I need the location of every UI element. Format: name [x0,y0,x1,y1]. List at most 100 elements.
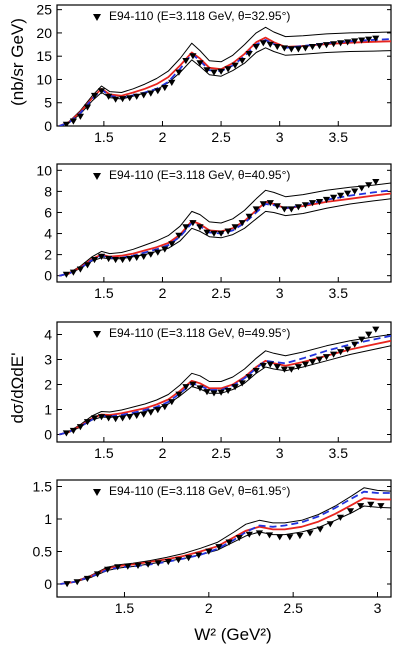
data-point [196,224,204,231]
data-point [357,503,365,510]
y-tick-label: 0.5 [33,544,53,560]
data-point [105,255,113,263]
curves [58,26,391,126]
data-point [294,46,302,53]
y-tick-label: 2 [44,377,52,393]
curves [60,487,391,588]
data-point [296,533,304,540]
data-point [154,560,162,567]
data-point [175,232,183,239]
data-point [205,548,213,555]
data-point [62,430,70,437]
data-point [273,203,281,210]
data-point [175,69,183,76]
x-tick-label: 3.5 [329,285,349,301]
data-point [144,561,152,568]
y-tick-label: 15 [36,48,52,64]
data-point [238,58,246,65]
x-tick-label: 3 [374,600,382,616]
data-point [344,346,352,353]
legend-label: E94-110 (E=3.118 GeV, θ=49.95°) [109,326,290,340]
x-tick-label: 1.5 [94,285,114,301]
data-point [210,230,218,237]
data-point [164,559,172,566]
data-point [231,224,239,231]
data-point [365,36,373,43]
data-point [97,88,106,95]
data-point [273,364,281,371]
panel-theta-32-95: 1.5 2 2.5 3 3.5 0 5 10 15 20 25 E94-110 (E=3.118 Ge… [36,2,392,145]
data-point [154,407,162,414]
data-point [280,45,288,52]
data-point [235,535,243,542]
data-point [308,200,317,207]
data-point [112,416,120,423]
data-point [259,362,267,369]
data-point [62,271,70,278]
x-tick-label: 3 [276,129,284,145]
data-point [326,521,334,528]
model-blue-dashed-curve [59,189,391,277]
data-point [372,326,380,333]
x-axis-title: W² (GeV²) [194,625,271,644]
data-point [287,366,295,373]
data-point [322,196,331,204]
data-point [245,213,253,220]
data-point [358,185,366,192]
data-point [83,575,91,582]
data-point [90,415,99,422]
data-point [245,531,253,538]
data-point [140,92,148,99]
data-point [90,92,99,99]
data-point [238,380,246,387]
band-upper-curve [59,182,391,277]
data-point [76,113,84,120]
y-tick-label: 10 [36,162,52,178]
data-point [224,66,232,73]
data-point [76,424,84,431]
model-red-curve [58,36,391,126]
y-tick-label: 0 [44,427,52,443]
x-tick-label: 3.5 [329,445,349,461]
data-point [119,96,127,103]
data-point [69,118,77,125]
data-point [308,359,317,366]
data-point [316,526,324,533]
data-point [97,253,106,260]
data-point [280,366,288,373]
data-point [196,60,204,67]
legend-marker-icon [93,173,101,180]
data-point [287,206,295,213]
data-point [336,514,344,521]
data-point [346,508,355,515]
data-point [83,262,92,269]
data-point [124,563,132,570]
data-point [315,43,324,50]
legend-label: E94-110 (E=3.118 GeV, θ=32.95°) [109,9,290,23]
data-point [301,45,309,52]
y-axis-title-bottom: dσ/dΩdE' [8,353,27,424]
data-point [119,257,127,264]
data-point [365,182,373,189]
data-point [217,68,225,75]
data-point [259,40,267,47]
data-point [126,95,134,102]
data-point [276,534,284,541]
data-point [161,85,169,92]
data-point [126,414,134,421]
data-point [245,51,253,58]
data-point [147,409,155,416]
data-point [203,229,211,236]
panel-theta-40-95: 1.5 2 2.5 3 3.5 0 2 4 6 8 10 E94-110 (E=3.118 GeV, … [36,162,392,301]
band-upper-curve [59,26,391,126]
y-tick-label: 8 [44,183,52,199]
data-point [105,415,113,422]
y-tick-label: 1 [44,402,52,418]
data-point [358,37,366,44]
data-point [224,387,232,394]
data-point [351,188,359,195]
x-tick-label: 3 [276,445,284,461]
data-point [358,336,366,343]
data-point [238,220,246,227]
